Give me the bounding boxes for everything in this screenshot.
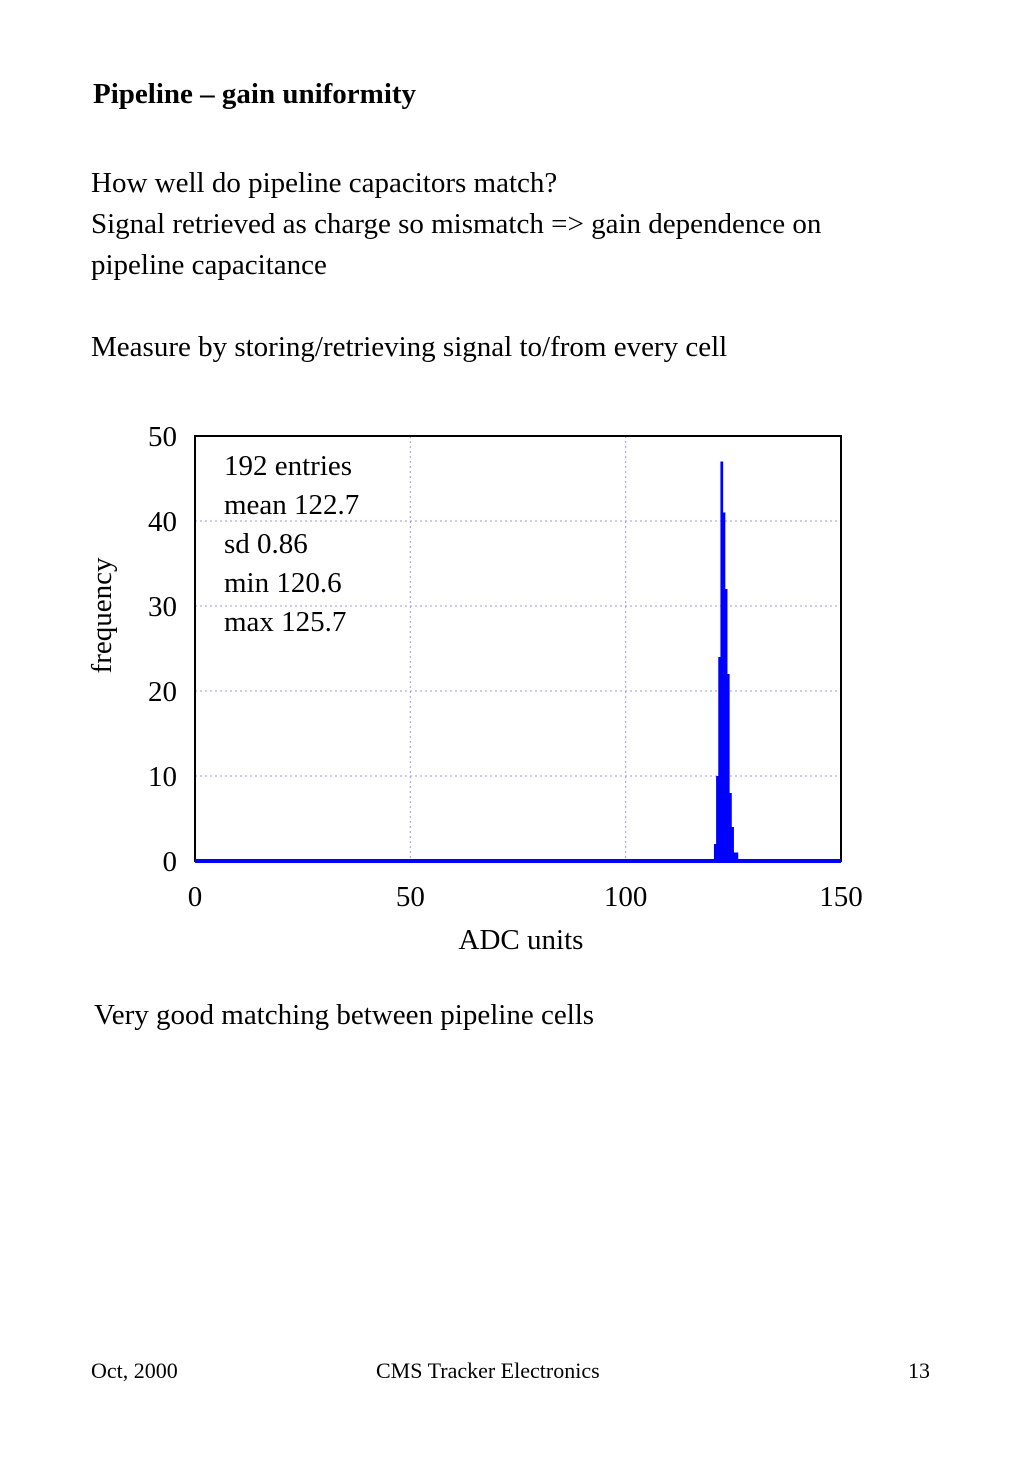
stats-line: mean 122.7 xyxy=(224,489,359,521)
y-tick-label: 0 xyxy=(163,846,178,878)
stats-line: sd 0.86 xyxy=(224,528,308,560)
grid-layer xyxy=(195,436,841,861)
histogram-bar xyxy=(724,589,728,861)
x-tick-label: 100 xyxy=(604,881,648,913)
stats-line: max 125.7 xyxy=(224,606,346,638)
footer-date: Oct, 2000 xyxy=(91,1358,178,1383)
histogram-bar xyxy=(716,776,719,861)
y-tick-label: 10 xyxy=(148,761,177,793)
stats-line: 192 entries xyxy=(224,450,352,482)
conclusion-text: Very good matching between pipeline cell… xyxy=(94,999,595,1031)
stats-line: min 120.6 xyxy=(224,567,342,599)
histogram-bar xyxy=(720,461,724,861)
bars-layer xyxy=(713,461,739,861)
slide-title: Pipeline – gain uniformity xyxy=(93,78,417,110)
stats-box: 192 entries mean 122.7 sd 0.86 min 120.6 max… xyxy=(224,450,359,638)
footer-title: CMS Tracker Electronics xyxy=(376,1358,600,1383)
y-tick-label: 50 xyxy=(148,421,177,453)
y-tick-label: 20 xyxy=(148,676,177,708)
y-tick-label: 30 xyxy=(148,591,177,623)
measure-line: Measure by storing/retrieving signal to/… xyxy=(91,331,728,363)
x-axis-label: ADC units xyxy=(459,924,584,956)
intro-paragraph: How well do pipeline capacitors match? S… xyxy=(91,163,821,286)
histogram-bar xyxy=(713,844,717,861)
histogram-bar xyxy=(729,793,732,861)
intro-line: Signal retrieved as charge so mismatch =… xyxy=(91,208,822,240)
ticks-layer: 0 50 100 150 0 10 20 30 40 50 xyxy=(148,421,863,913)
intro-line: pipeline capacitance xyxy=(91,249,327,281)
histogram-bar xyxy=(735,852,739,861)
y-tick-label: 40 xyxy=(148,506,177,538)
measure-paragraph: Measure by storing/retrieving signal to/… xyxy=(91,327,727,368)
histogram-bar xyxy=(726,674,730,861)
y-axis-label: frequency xyxy=(86,557,118,673)
x-tick-label: 0 xyxy=(188,881,203,913)
page-number: 13 xyxy=(908,1358,930,1383)
histogram-chart: 0 50 100 150 0 10 20 30 40 50 192 entries mean 122… xyxy=(86,421,863,956)
histogram-bar xyxy=(718,657,722,861)
histogram-bar xyxy=(733,852,737,861)
x-tick-label: 150 xyxy=(819,881,863,913)
x-tick-label: 50 xyxy=(396,881,425,913)
histogram-bar xyxy=(722,512,726,861)
histogram-bar xyxy=(731,827,734,861)
intro-line: How well do pipeline capacitors match? xyxy=(91,167,558,199)
